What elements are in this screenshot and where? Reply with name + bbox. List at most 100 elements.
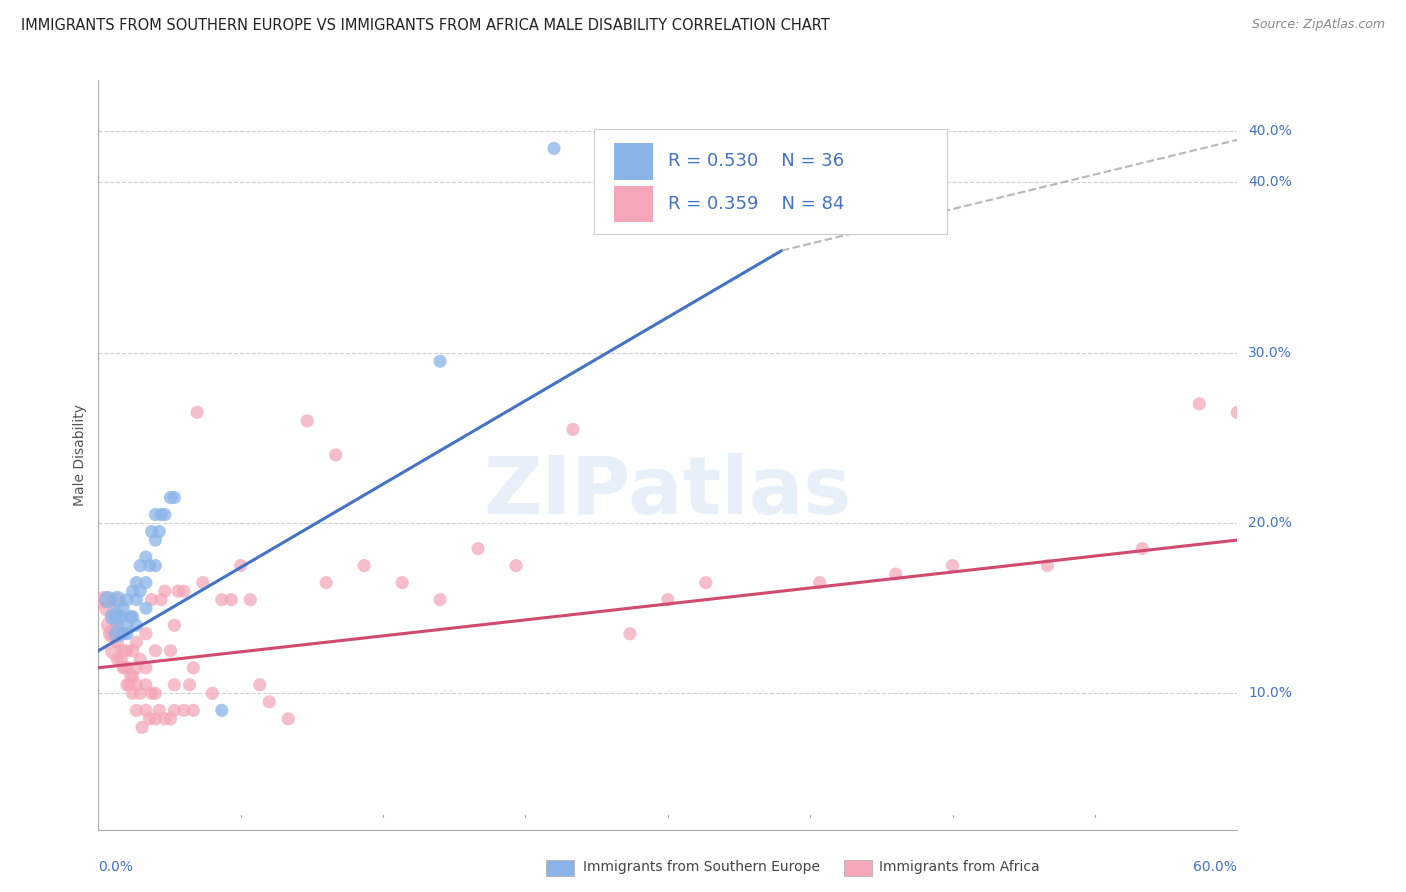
Point: [135, 575, 157, 590]
Point: [125, 661, 148, 675]
Point: [107, 592, 129, 607]
Point: [103, 626, 125, 640]
Point: [695, 201, 717, 215]
Point: [163, 491, 186, 505]
Text: IMMIGRANTS FROM SOUTHERN EUROPE VS IMMIGRANTS FROM AFRICA MALE DISABILITY CORREL: IMMIGRANTS FROM SOUTHERN EUROPE VS IMMIG…: [21, 18, 830, 33]
Point: [695, 575, 717, 590]
Point: [141, 524, 163, 539]
Point: [138, 558, 160, 573]
Point: [107, 635, 129, 649]
Point: [120, 609, 142, 624]
Point: [115, 661, 138, 675]
Point: [135, 550, 157, 565]
Point: [173, 703, 195, 717]
Point: [1188, 397, 1211, 411]
Point: [467, 541, 489, 556]
Point: [145, 533, 167, 547]
Point: [353, 558, 375, 573]
Point: [131, 720, 153, 734]
Point: [135, 661, 157, 675]
Point: [107, 618, 129, 632]
Point: [391, 575, 413, 590]
Point: [135, 601, 157, 615]
Text: 60.0%: 60.0%: [1194, 860, 1237, 874]
Point: [325, 448, 347, 462]
FancyBboxPatch shape: [614, 186, 652, 222]
Point: [163, 618, 186, 632]
Point: [201, 686, 224, 700]
Point: [150, 592, 173, 607]
Point: [191, 575, 214, 590]
Point: [103, 644, 125, 658]
Point: [125, 703, 148, 717]
Point: [505, 558, 527, 573]
Point: [121, 584, 143, 599]
Point: [125, 635, 148, 649]
Point: [153, 508, 176, 522]
Point: [100, 626, 122, 640]
Point: [121, 669, 143, 683]
Point: [249, 678, 271, 692]
Point: [121, 644, 143, 658]
Point: [112, 661, 135, 675]
Point: [229, 558, 252, 573]
Point: [150, 508, 173, 522]
Point: [942, 558, 965, 573]
Point: [125, 575, 148, 590]
Point: [104, 618, 127, 632]
Point: [153, 584, 176, 599]
Point: [145, 508, 167, 522]
Point: [562, 422, 585, 436]
Text: 10.0%: 10.0%: [1249, 686, 1292, 700]
Point: [145, 644, 167, 658]
Point: [125, 678, 148, 692]
Text: Immigrants from Africa: Immigrants from Africa: [879, 860, 1039, 874]
Text: 40.0%: 40.0%: [1249, 124, 1292, 138]
Point: [115, 592, 138, 607]
Point: [110, 652, 132, 666]
Point: [125, 618, 148, 632]
Text: 40.0%: 40.0%: [1249, 176, 1292, 189]
Point: [179, 678, 201, 692]
Point: [103, 609, 125, 624]
Text: Source: ZipAtlas.com: Source: ZipAtlas.com: [1251, 18, 1385, 31]
Point: [107, 652, 129, 666]
Text: Immigrants from Southern Europe: Immigrants from Southern Europe: [583, 860, 821, 874]
Text: 30.0%: 30.0%: [1249, 346, 1292, 359]
FancyBboxPatch shape: [614, 143, 652, 179]
Point: [129, 652, 152, 666]
Point: [297, 414, 319, 428]
Text: R = 0.359    N = 84: R = 0.359 N = 84: [668, 195, 844, 213]
Point: [129, 686, 152, 700]
Point: [183, 703, 205, 717]
Point: [808, 575, 831, 590]
Text: R = 0.530    N = 36: R = 0.530 N = 36: [668, 153, 844, 170]
Point: [120, 669, 142, 683]
Point: [657, 592, 679, 607]
Point: [145, 558, 167, 573]
Point: [145, 712, 167, 726]
Point: [315, 575, 337, 590]
FancyBboxPatch shape: [593, 129, 946, 234]
Point: [173, 584, 195, 599]
Point: [115, 644, 138, 658]
Point: [110, 609, 132, 624]
Point: [112, 626, 135, 640]
Point: [884, 567, 907, 582]
Point: [129, 584, 152, 599]
Point: [163, 678, 186, 692]
Point: [97, 592, 120, 607]
Point: [211, 703, 233, 717]
Point: [141, 686, 163, 700]
Point: [1036, 558, 1059, 573]
Point: [98, 618, 121, 632]
Point: [167, 584, 190, 599]
Text: 20.0%: 20.0%: [1249, 516, 1292, 530]
Point: [107, 609, 129, 624]
Point: [183, 661, 205, 675]
Point: [107, 626, 129, 640]
Point: [153, 712, 176, 726]
Point: [619, 626, 641, 640]
Point: [239, 592, 262, 607]
Point: [115, 618, 138, 632]
